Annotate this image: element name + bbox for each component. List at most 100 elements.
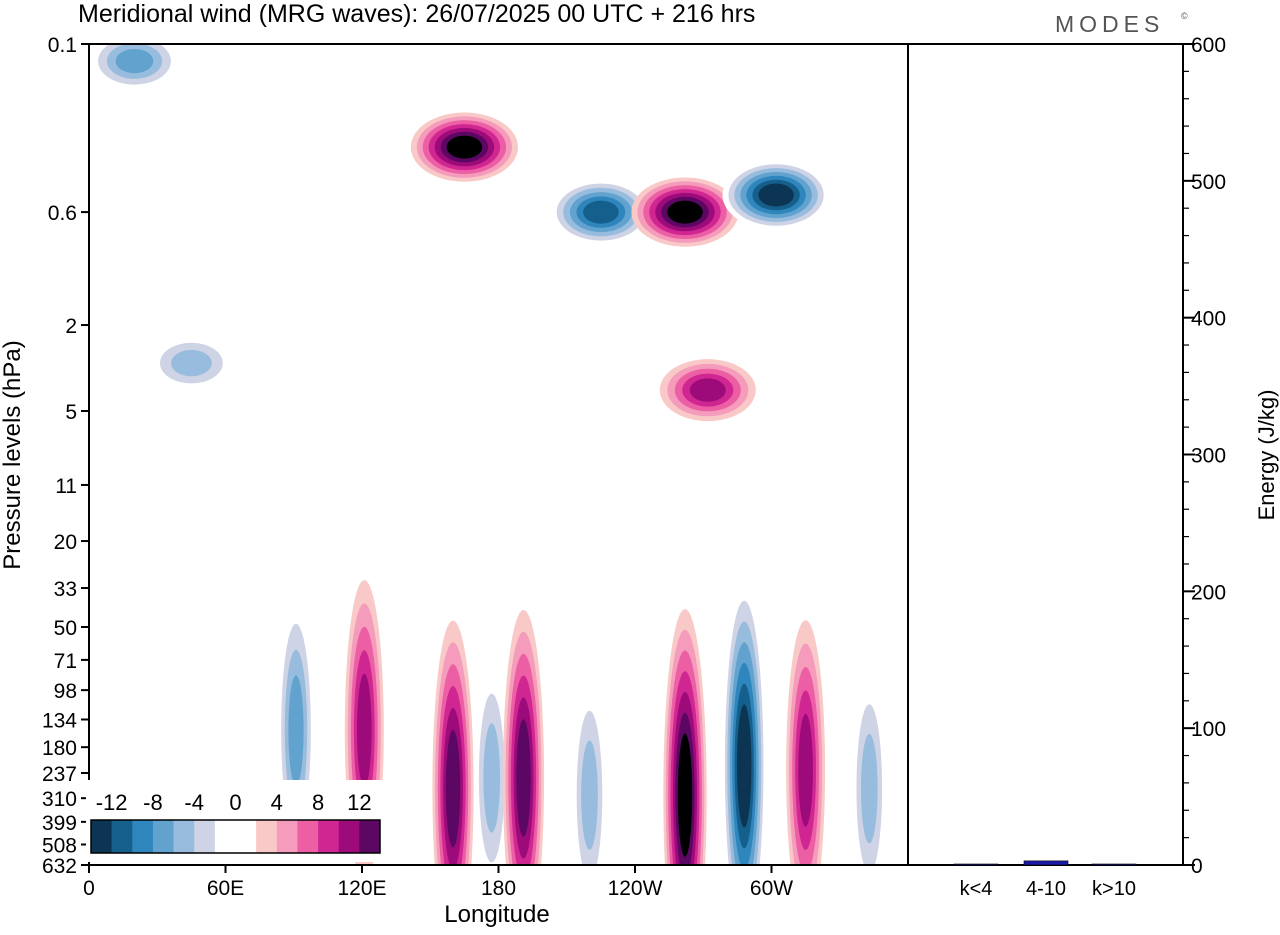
energy-tick-label: 300: [1191, 445, 1226, 468]
colorbar-cell: [256, 820, 278, 853]
colorbar-legend: -12 -8 -4 0 4 8 12: [86, 780, 384, 862]
energy-category-label: k>10: [1092, 878, 1136, 900]
contour-level-14: [667, 200, 703, 224]
contour-level-14: [446, 135, 483, 159]
colorbar-label: 8: [312, 790, 324, 815]
longitude-tick-label: 120W: [608, 877, 663, 900]
pressure-tick-label: 71: [54, 650, 77, 673]
wind-anomaly-negative-6: [722, 160, 830, 230]
pressure-tick-label: 2: [65, 315, 77, 338]
pressure-tick-label: 98: [54, 680, 77, 703]
colorbar-cell: [338, 820, 360, 853]
pressure-axis: 0.1 0.6 2 5 11 20 33 50 71 98 134 180 23731039950863…: [42, 34, 89, 878]
contour-level-10: [357, 673, 372, 787]
x-axis-title: Longitude: [444, 901, 549, 928]
colorbar-cell: [214, 820, 236, 853]
longitude-axis: 0 60E 120E 180 120W 60W: [83, 865, 793, 900]
brand-mark: ©: [1181, 11, 1188, 21]
y-axis-title: Pressure levels (hPa): [0, 340, 26, 569]
contour-level--14: [737, 704, 752, 828]
energy-tick-label: 100: [1191, 718, 1226, 741]
pressure-tick-label: 5: [65, 401, 77, 424]
wind-anomaly-positive-4: [631, 177, 739, 247]
colorbar-cell: [359, 820, 381, 853]
brand-text: MODES: [1055, 11, 1164, 37]
contour-level--6: [171, 349, 212, 377]
energy-tick-label: 400: [1191, 308, 1226, 331]
pressure-tick-label: 11: [55, 475, 77, 498]
longitude-tick-label: 180: [481, 877, 516, 900]
brand-logo: MODES ©: [1055, 11, 1188, 37]
longitude-tick-label: 120E: [337, 877, 386, 900]
energy-panel-frame: [907, 43, 1184, 866]
pressure-tick-label: 632: [42, 855, 77, 878]
energy-bar-0: [953, 863, 999, 866]
contour-level--8: [115, 49, 154, 74]
energy-axis: 0 100 200 300 400 500 600: [1183, 34, 1226, 878]
colorbar-labels: -12 -8 -4 0 4 8 12: [96, 790, 372, 815]
heatmap-features: [89, 44, 887, 865]
contour-level-12: [516, 719, 531, 837]
pressure-tick-label: 50: [54, 617, 77, 640]
energy-tick-label: 0: [1191, 855, 1203, 878]
colorbar-cell: [173, 820, 195, 853]
colorbar-cell: [91, 820, 112, 853]
contour-level--6: [861, 733, 878, 844]
wind-anomaly-negative-0: [89, 44, 180, 91]
pressure-tick-label: 180: [42, 737, 77, 760]
contour-level--6: [581, 740, 598, 850]
contour-level-12: [445, 729, 461, 848]
colorbar-label: -4: [184, 790, 204, 815]
colorbar-label: 4: [271, 790, 283, 815]
pressure-tick-label: 399: [42, 812, 77, 835]
wind-anomaly-positive-2: [410, 112, 518, 182]
wind-anomaly-positive-15: [786, 620, 826, 865]
energy-tick-label: 200: [1191, 581, 1226, 604]
energy-tick-label: 500: [1191, 171, 1226, 194]
colorbar-cell: [111, 820, 133, 853]
pressure-tick-label: 0.1: [48, 34, 77, 57]
colorbar-label: 12: [347, 790, 371, 815]
wind-anomaly-positive-13: [663, 609, 707, 865]
contour-level--12: [583, 200, 619, 224]
colorbar-cell: [318, 820, 340, 853]
wind-anomaly-negative-10: [474, 664, 509, 865]
colorbar-cell: [152, 820, 174, 853]
contour-level--6: [483, 723, 501, 833]
chart-title: Meridional wind (MRG waves): 26/07/2025 …: [78, 0, 755, 28]
colorbar-cell: [297, 820, 319, 853]
wind-anomaly-positive-5: [659, 359, 756, 422]
pressure-tick-label: 33: [54, 578, 77, 601]
energy-bar-2: [1091, 863, 1137, 866]
colorbar-label: 0: [229, 790, 241, 815]
energy-category-axis: k<4 4-10 k>10: [960, 878, 1136, 900]
contour-level-14: [677, 733, 693, 857]
wind-anomaly-negative-1: [149, 335, 234, 391]
colorbar-label: -12: [96, 790, 128, 815]
colorbar-cell: [194, 820, 216, 853]
pressure-tick-label: 20: [54, 531, 77, 554]
contour-level--8: [288, 675, 304, 785]
pressure-tick-label: 134: [42, 709, 77, 732]
pressure-tick-label: 0.6: [48, 202, 77, 225]
energy-category-label: k<4: [960, 878, 993, 900]
longitude-tick-label: 0: [83, 877, 95, 900]
colorbar-cell: [276, 820, 298, 853]
contour-level-10: [689, 378, 726, 402]
contour-level--14: [758, 183, 794, 207]
colorbar-cell: [132, 820, 154, 853]
energy-category-label: 4-10: [1026, 878, 1066, 900]
colorbar-cell: [235, 820, 257, 853]
contour-level-10: [798, 713, 813, 827]
longitude-tick-label: 60E: [207, 877, 244, 900]
pressure-tick-label: 508: [42, 835, 77, 858]
longitude-tick-label: 60W: [750, 877, 793, 900]
pressure-tick-label: 310: [42, 788, 77, 811]
wind-anomaly-negative-16: [852, 674, 887, 865]
wind-anomaly-positive-9: [432, 620, 474, 865]
wind-anomaly-negative-12: [572, 681, 607, 865]
wind-anomaly-negative-3: [550, 179, 652, 245]
wind-anomaly-negative-14: [722, 580, 766, 865]
energy-axis-title: Energy (J/kg): [1254, 390, 1279, 521]
